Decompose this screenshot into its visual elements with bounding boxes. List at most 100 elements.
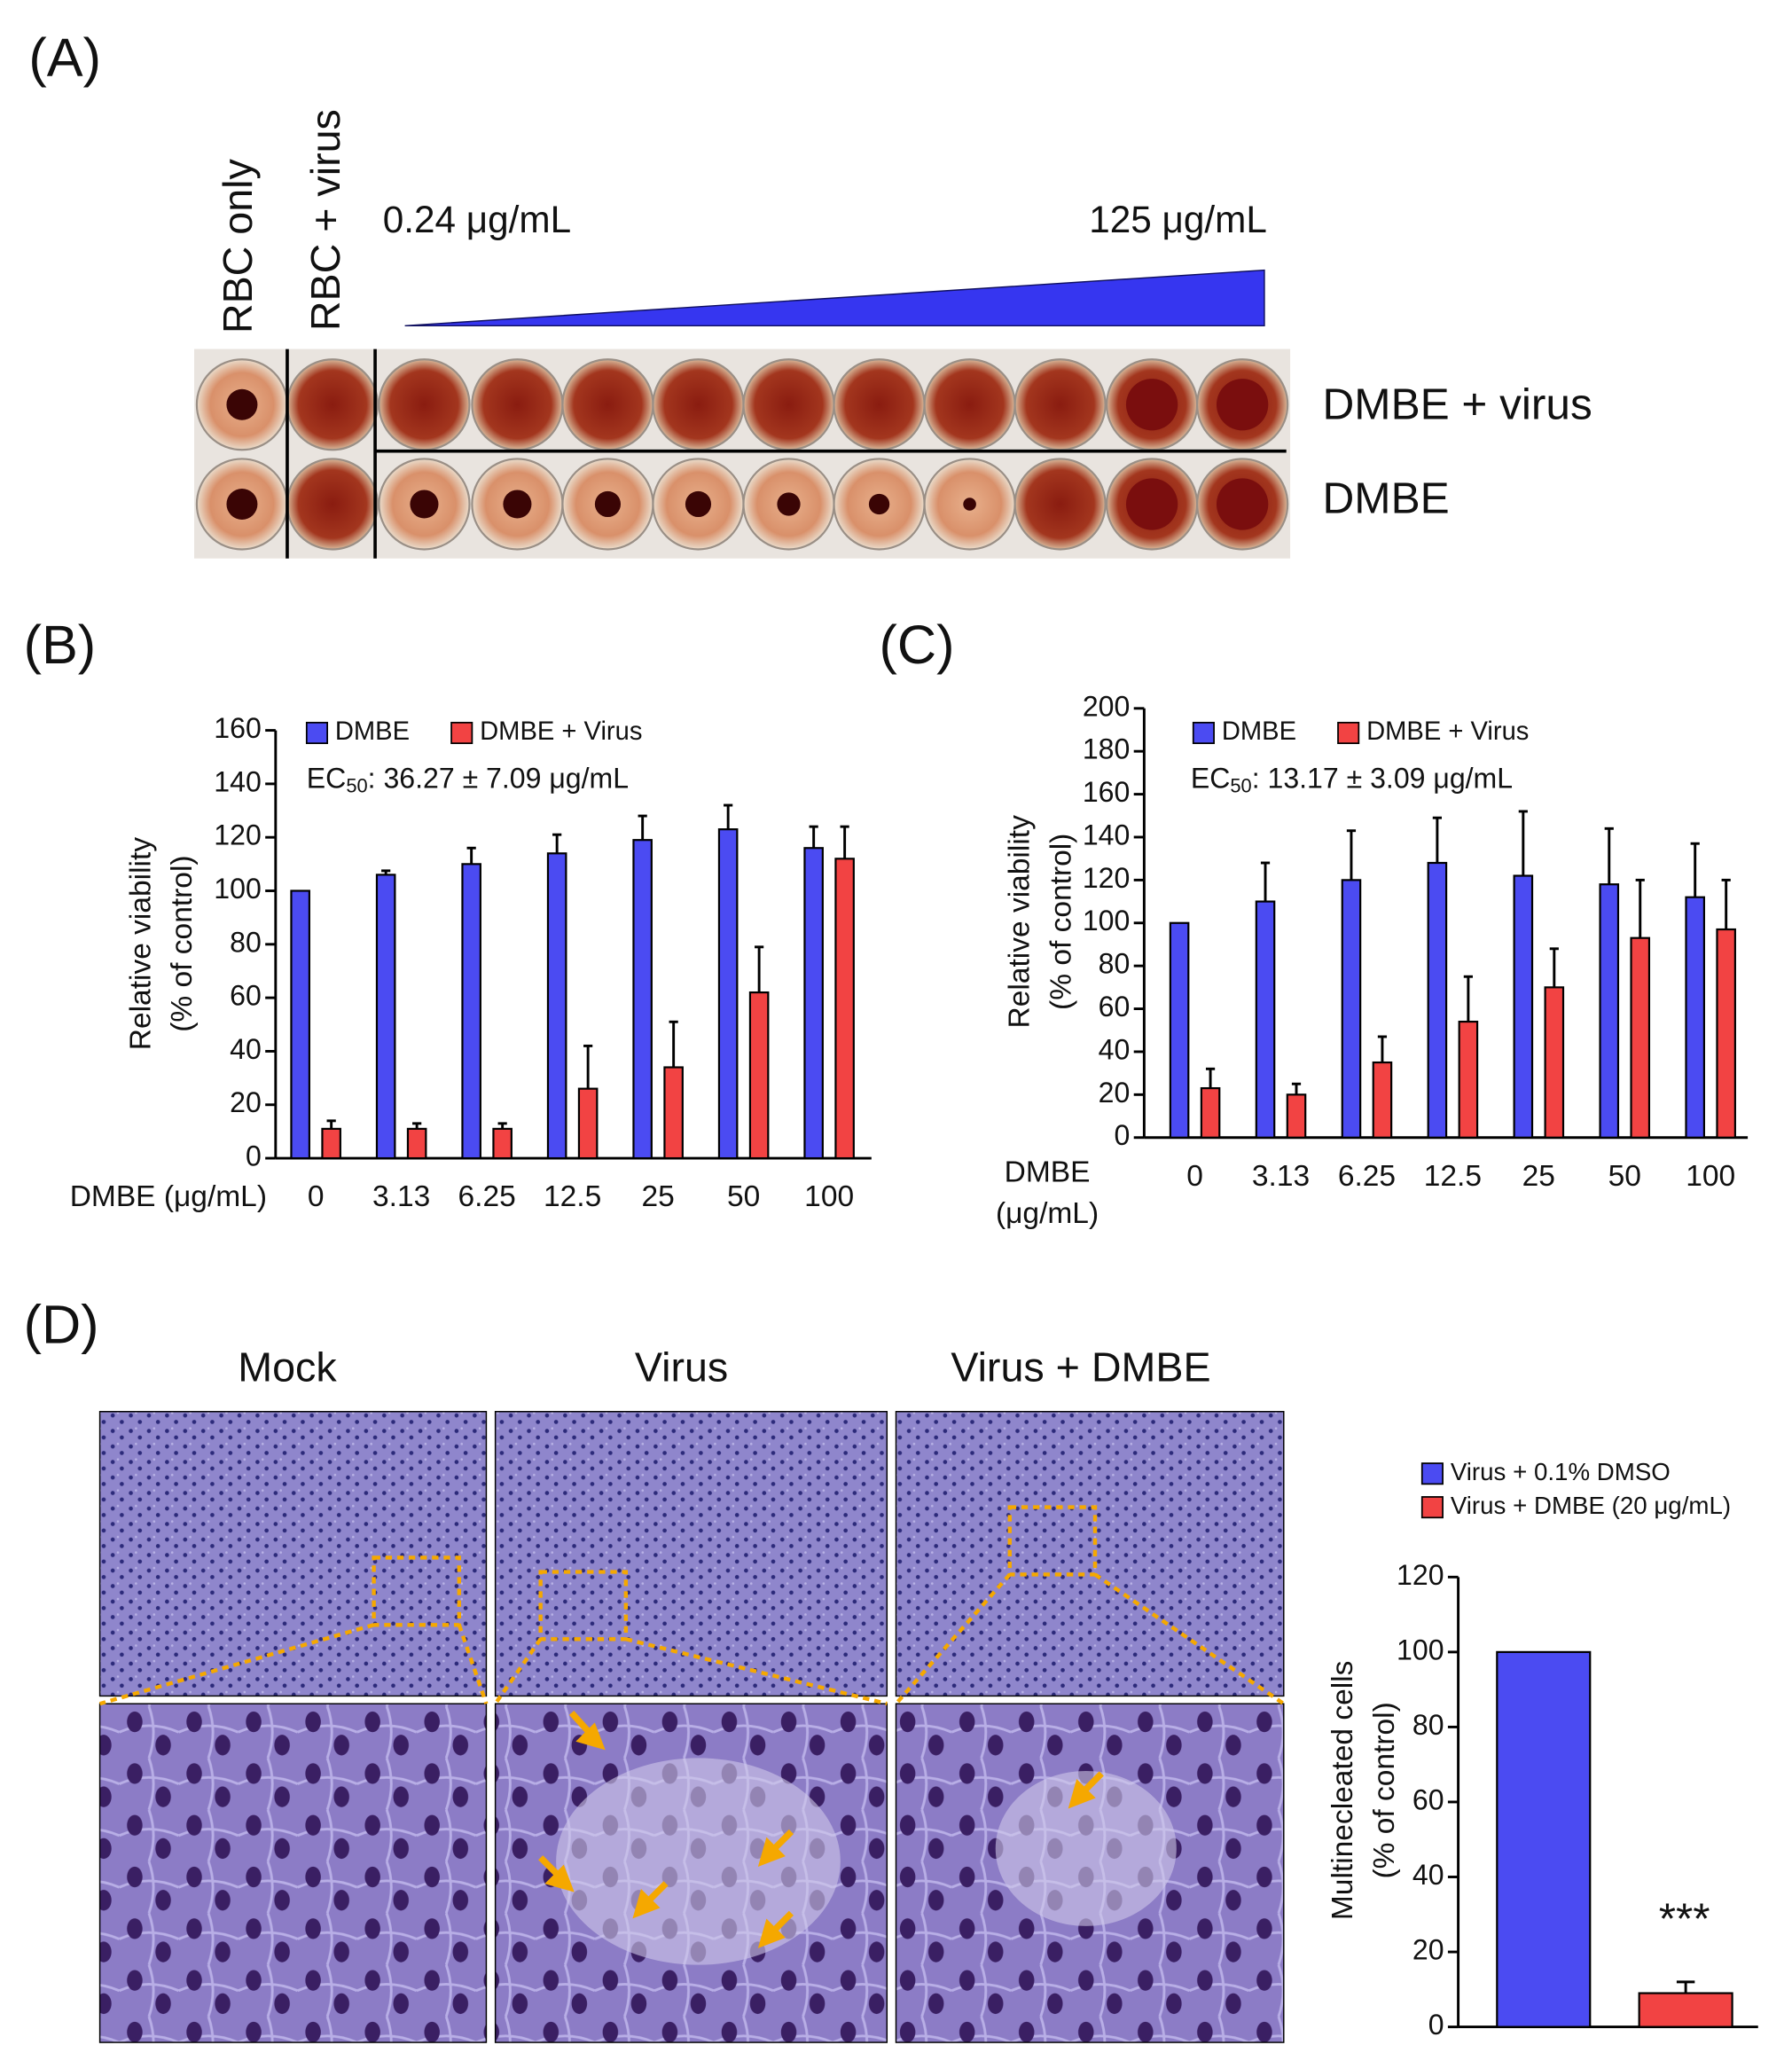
- bar: [834, 858, 855, 1160]
- y-tick-label: 40: [1099, 1033, 1131, 1065]
- annotation-sub: 50: [1230, 774, 1251, 796]
- pellet: [963, 498, 976, 511]
- y-tick-label: 100: [1083, 905, 1130, 936]
- x-axis-label: (μg/mL): [996, 1197, 1099, 1230]
- legend-swatch: [305, 721, 329, 745]
- y-tick-label: 140: [1083, 819, 1130, 850]
- x-axis-label: DMBE: [1005, 1156, 1091, 1188]
- bar: [1169, 921, 1190, 1139]
- error-bar: [724, 803, 733, 830]
- error-bar: [1291, 1082, 1302, 1095]
- arrow-head: [575, 1722, 606, 1751]
- pellet: [226, 388, 258, 420]
- bar: [632, 839, 653, 1160]
- y-tick-label: 140: [214, 765, 261, 797]
- well: [471, 358, 564, 451]
- error-bar: [412, 1122, 422, 1129]
- range-label: 125 μg/mL: [1089, 199, 1267, 240]
- legend-swatch: [450, 721, 473, 745]
- arrow-head: [1068, 1779, 1096, 1809]
- micrograph-title: Virus + DMBE: [951, 1344, 1210, 1390]
- well: [561, 358, 654, 451]
- x-tick-label: 25: [1522, 1160, 1555, 1193]
- y-axis-label: Relative viability: [1004, 815, 1037, 1029]
- x-tick-label: 12.5: [544, 1180, 601, 1213]
- plate: [193, 349, 1291, 559]
- error-bar: [1604, 827, 1614, 885]
- well: [286, 458, 380, 551]
- error-bar: [1549, 947, 1559, 988]
- error-bar: [326, 1119, 336, 1129]
- legend-label: DMBE: [1222, 717, 1296, 746]
- x-axis-label: DMBE (μg/mL): [70, 1180, 267, 1213]
- micrograph-zoom: [98, 1703, 488, 2043]
- arrow-head: [544, 1864, 575, 1892]
- annotation: EC50: 13.17 ± 3.09 μg/mL: [1191, 763, 1513, 797]
- arrow-head: [757, 1837, 786, 1868]
- y-tick-label: 120: [214, 819, 261, 851]
- micrograph: [895, 1411, 1285, 1697]
- well: [652, 358, 745, 451]
- y-axis-label: (% of control): [1368, 1702, 1401, 1878]
- bar: [321, 1127, 341, 1160]
- syncytium: [556, 1758, 841, 1965]
- error-bar: [669, 1020, 678, 1068]
- bar: [1685, 896, 1705, 1139]
- y-tick-label: 20: [230, 1086, 262, 1118]
- y-axis-label: (% of control): [166, 855, 199, 1031]
- bar: [1286, 1093, 1307, 1139]
- error-bar: [1377, 1035, 1388, 1063]
- bar: [461, 863, 481, 1160]
- pellet: [868, 493, 890, 515]
- pellet: [226, 488, 258, 520]
- y-tick-label: 120: [1397, 1559, 1444, 1591]
- micrograph-title: Mock: [238, 1344, 337, 1390]
- pellet: [1216, 478, 1269, 530]
- bar: [1255, 900, 1276, 1139]
- error-bar: [1635, 878, 1645, 938]
- zoom-box: [1007, 1505, 1098, 1577]
- bar: [1513, 874, 1534, 1139]
- pellet: [503, 490, 532, 519]
- well: [286, 358, 380, 451]
- bar: [748, 991, 770, 1160]
- zoom-lines: [493, 1637, 888, 1706]
- arrow-head: [632, 1888, 661, 1919]
- error-bar: [840, 825, 849, 859]
- bar: [406, 1127, 427, 1160]
- row-label: DMBE + virus: [1323, 379, 1592, 428]
- well: [1013, 458, 1107, 551]
- x-tick-label: 12.5: [1424, 1160, 1482, 1193]
- well: [378, 358, 471, 451]
- bar: [1716, 928, 1736, 1139]
- bar: [1630, 936, 1651, 1139]
- y-tick-label: 200: [1083, 690, 1130, 722]
- panel-label: (A): [28, 27, 101, 88]
- well: [1013, 358, 1107, 451]
- annotation-part: EC: [307, 763, 347, 795]
- pellet: [410, 490, 439, 519]
- bar: [290, 889, 310, 1160]
- y-tick-label: 40: [230, 1033, 262, 1065]
- y-tick-label: 60: [1099, 991, 1131, 1022]
- column-label: RBC only: [215, 158, 261, 333]
- y-tick-label: 120: [1083, 862, 1130, 894]
- y-tick-label: 0: [1428, 2009, 1444, 2041]
- legend-label: Virus + 0.1% DMSO: [1451, 1458, 1671, 1485]
- annotation-sub: 50: [346, 774, 367, 796]
- error-bar: [583, 1044, 593, 1089]
- well: [742, 358, 835, 451]
- y-axis-label: (% of control): [1045, 834, 1077, 1010]
- pellet: [1125, 478, 1178, 530]
- annotation-part: : 36.27 ± 7.09 μg/mL: [368, 763, 629, 795]
- x-tick-label: 50: [1608, 1160, 1641, 1193]
- error-bar: [381, 869, 391, 875]
- y-tick-label: 80: [230, 926, 262, 958]
- legend-swatch: [1192, 721, 1215, 745]
- x-tick-label: 3.13: [1252, 1160, 1310, 1193]
- annotation: ***: [1659, 1894, 1710, 1944]
- y-tick-label: 20: [1412, 1934, 1444, 1966]
- column-label: RBC + virus: [302, 109, 348, 331]
- y-tick-label: 80: [1412, 1709, 1444, 1741]
- y-tick-label: 80: [1099, 948, 1131, 980]
